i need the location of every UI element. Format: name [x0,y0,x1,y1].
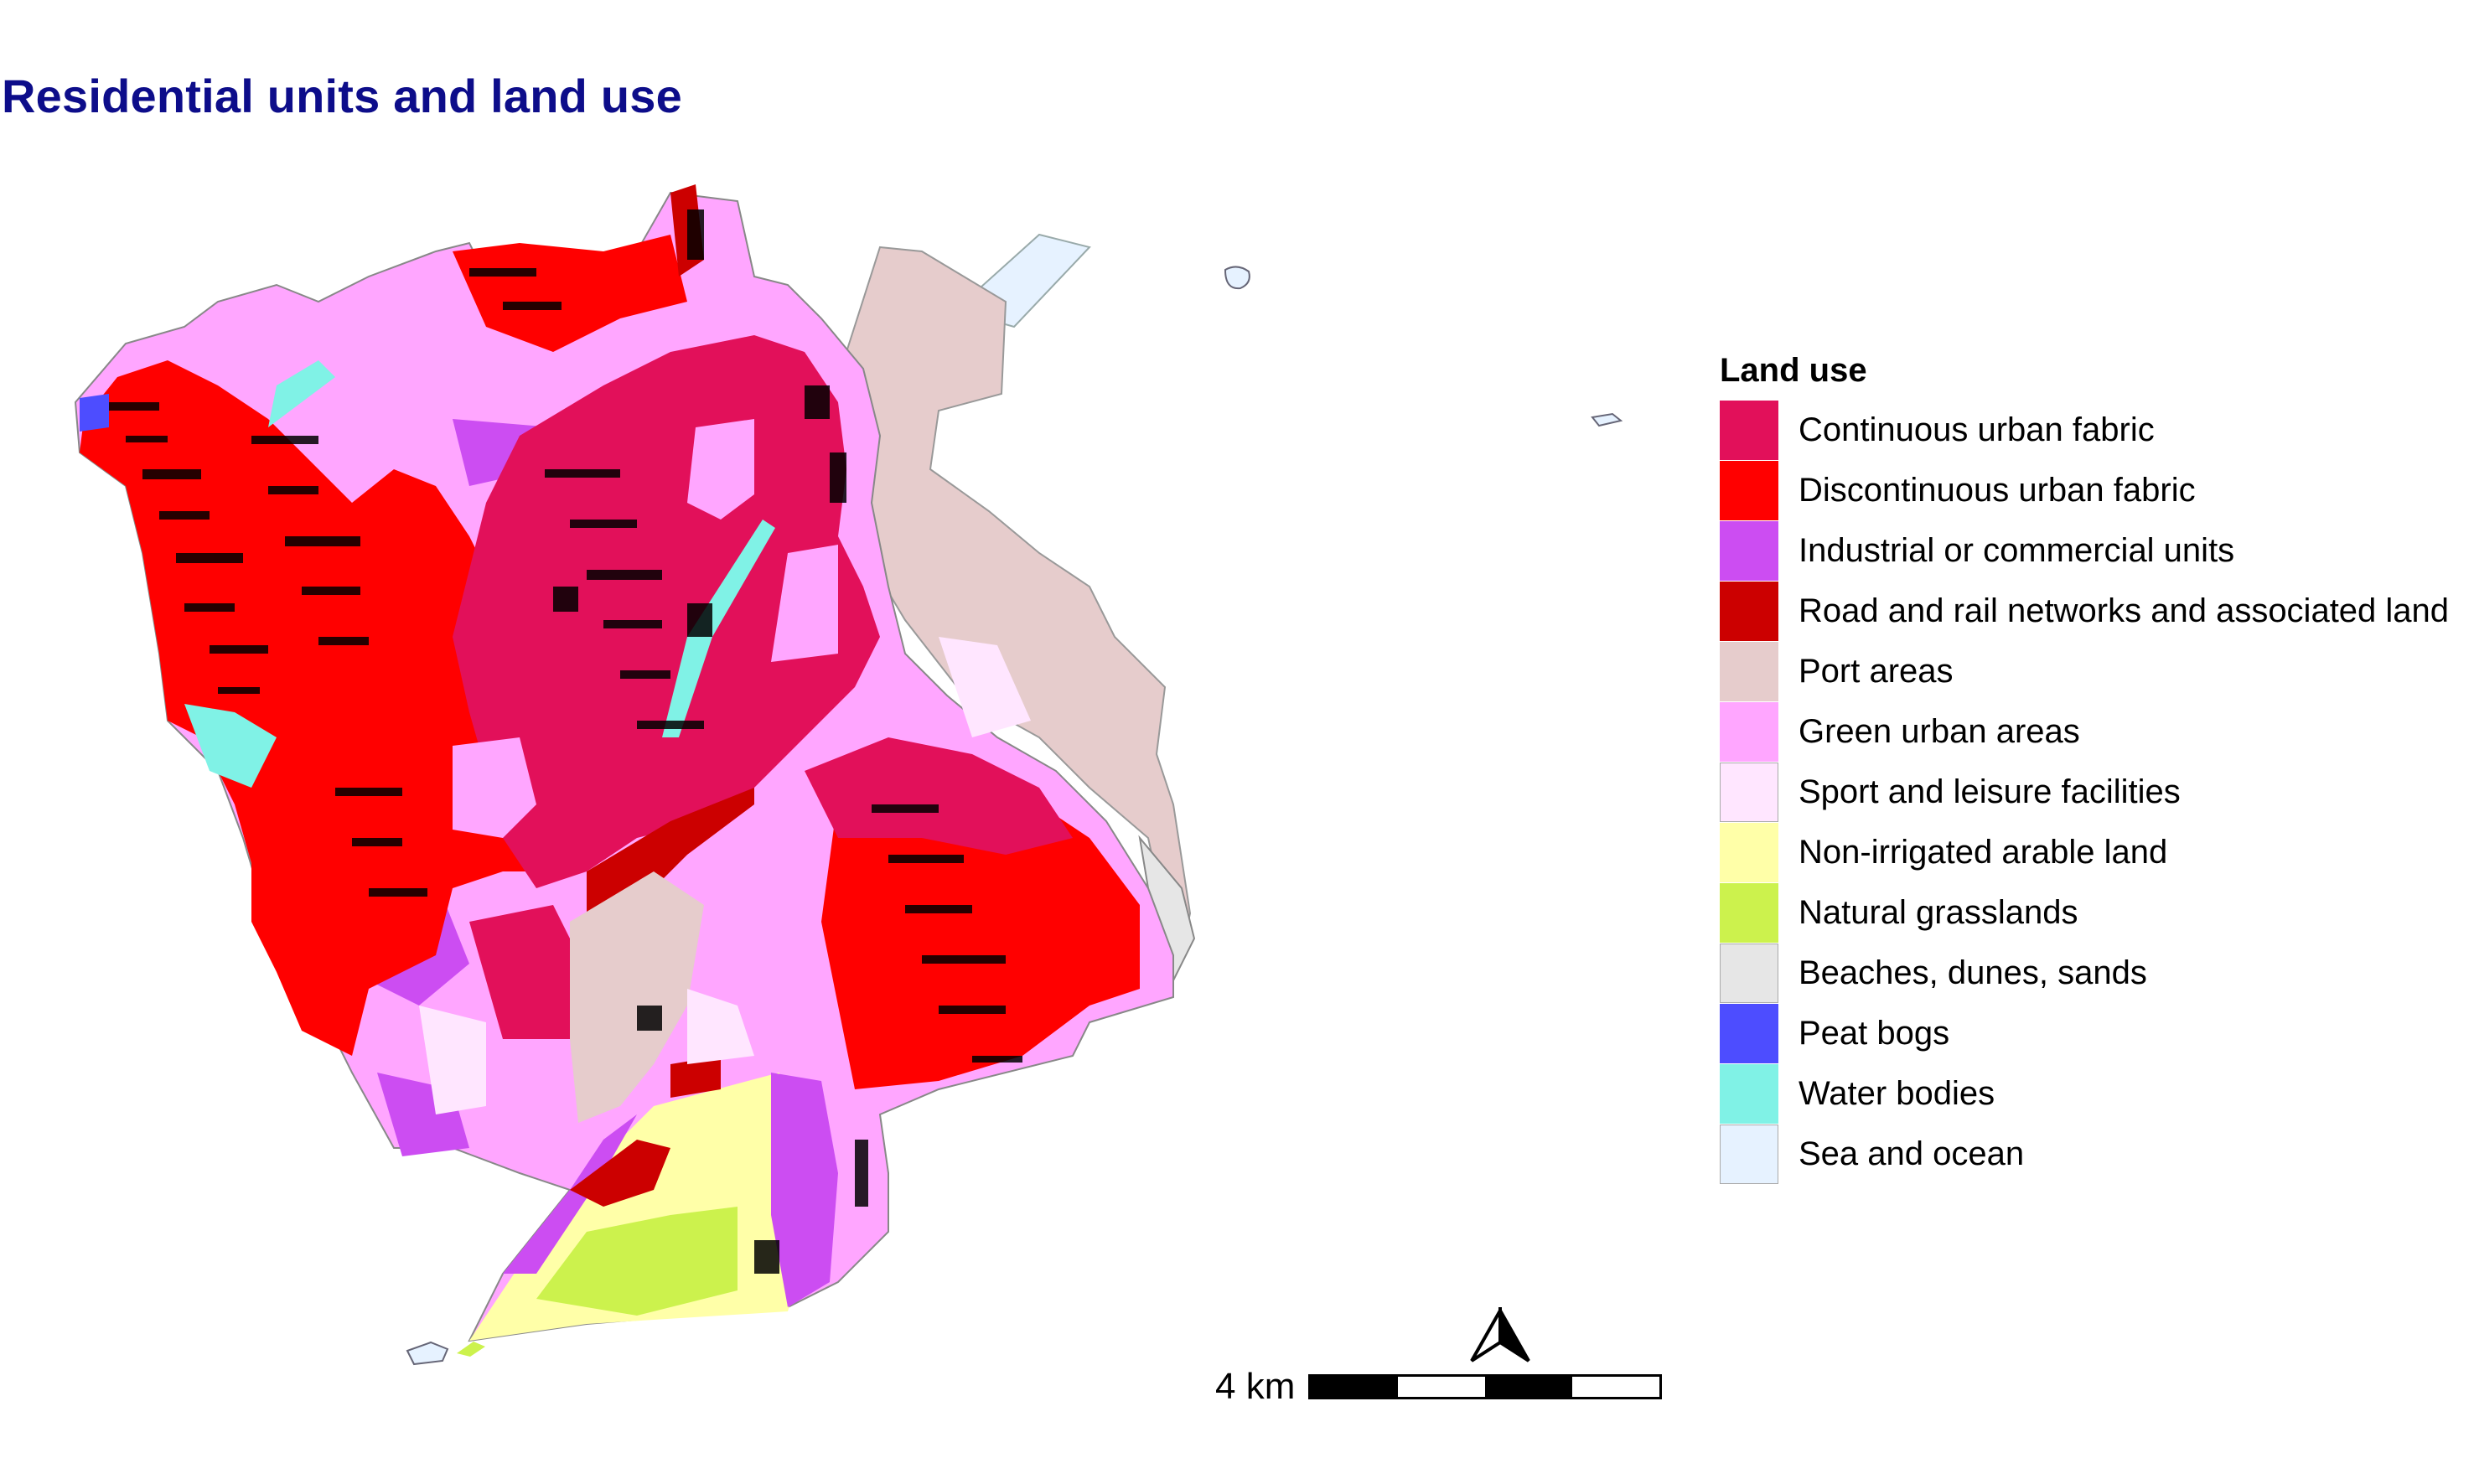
legend-item: Water bodies [1720,1063,2449,1124]
legend-label: Beaches, dunes, sands [1799,954,2147,991]
legend-item: Natural grasslands [1720,882,2449,943]
continuous-urban [469,905,587,1039]
legend-label: Sport and leisure facilities [1799,773,2181,810]
legend-label: Non-irrigated arable land [1799,833,2168,871]
sport-facility [939,637,1031,737]
water-body [184,704,277,788]
green-urban-area [687,419,754,520]
legend-swatch [1720,1063,1778,1124]
legend-items: Continuous urban fabric Discontinuous urb… [1720,400,2449,1184]
islet [1224,266,1250,290]
legend-label: Green urban areas [1799,712,2080,750]
water-body [662,520,775,737]
legend-item: Continuous urban fabric [1720,400,2449,460]
scale-segment [1398,1377,1486,1397]
scale-segment [1311,1377,1399,1397]
continuous-urban [805,737,1073,855]
grassland [457,1342,485,1357]
legend-item: Port areas [1720,641,2449,701]
grassland [536,1207,738,1316]
sport-facility [687,989,754,1064]
residential-units [109,209,1022,1274]
scale-segment [1485,1377,1573,1397]
islet [1591,412,1623,427]
legend-label: Industrial or commercial units [1799,531,2235,569]
legend-label: Peat bogs [1799,1014,1950,1052]
legend-label: Road and rail networks and associated la… [1799,592,2450,629]
legend-swatch [1720,822,1778,882]
green-urban-area [453,737,536,838]
legend-label: Water bodies [1799,1074,1995,1112]
legend-label: Port areas [1799,652,1954,690]
legend-swatch [1720,701,1778,762]
legend-item: Green urban areas [1720,701,2449,762]
discontinuous-urban [80,360,637,1056]
peat-bog [80,394,109,432]
legend-swatch [1720,943,1778,1003]
legend-swatch [1720,882,1778,943]
legend-swatch [1720,581,1778,641]
legend-item: Industrial or commercial units [1720,520,2449,581]
legend-swatch [1720,762,1778,822]
legend-swatch [1720,1124,1778,1184]
legend-swatch [1720,1003,1778,1063]
legend-label: Discontinuous urban fabric [1799,471,2196,509]
legend-item: Non-irrigated arable land [1720,822,2449,882]
industrial-area [771,1073,838,1307]
map-title: Residential units and land use [2,70,682,122]
legend-item: Sea and ocean [1720,1124,2449,1184]
legend-swatch [1720,520,1778,581]
legend: Land use Continuous urban fabric Disconti… [1720,352,2449,1184]
green-urban-area [738,871,821,1056]
sport-facility [419,1006,486,1114]
road-rail-land [670,1056,721,1098]
water-body [268,360,335,427]
port-area [836,246,1192,973]
legend-title: Land use [1720,352,1867,389]
legend-swatch [1720,641,1778,701]
legend-swatch [1720,460,1778,520]
legend-item: Sport and leisure facilities [1720,762,2449,822]
legend-item: Peat bogs [1720,1003,2449,1063]
legend-item: Beaches, dunes, sands [1720,943,2449,1003]
industrial-area [503,1114,637,1274]
legend-label: Sea and ocean [1799,1135,2025,1172]
scale-label: 4 km [1215,1366,1296,1407]
scale-bar-segments [1308,1374,1663,1399]
scale-segment [1572,1377,1660,1397]
legend-label: Continuous urban fabric [1799,411,2155,448]
islet [406,1341,449,1366]
green-urban-area [771,545,838,662]
discontinuous-urban [453,235,687,352]
road-rail-land [570,1140,670,1207]
scale-bar: 4 km [1215,1366,1663,1408]
north-arrow-icon [1467,1304,1534,1368]
legend-item: Road and rail networks and associated la… [1720,581,2449,641]
legend-swatch [1720,400,1778,460]
legend-label: Natural grasslands [1799,893,2078,931]
port-area [570,871,704,1123]
legend-item: Discontinuous urban fabric [1720,460,2449,520]
